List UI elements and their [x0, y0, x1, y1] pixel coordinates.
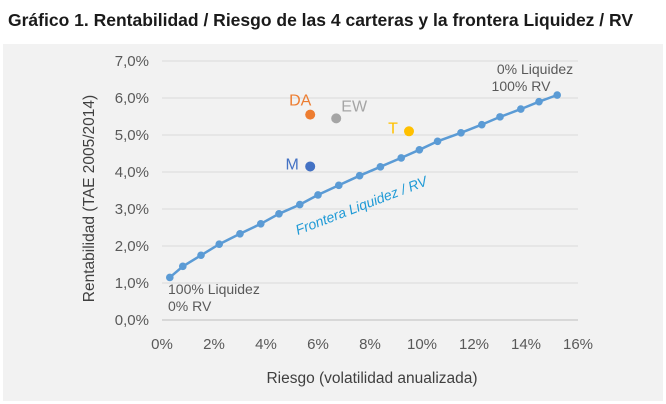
frontier-label: Frontera Liquidez / RV: [293, 172, 431, 238]
frontier-point: [433, 137, 442, 146]
frontier-point: [236, 229, 244, 238]
chart-area: [3, 44, 663, 401]
portfolio-label-m: M: [286, 156, 299, 173]
frontier-point: [197, 251, 205, 260]
frontier-point: [517, 105, 525, 113]
frontier-point: [496, 113, 504, 121]
frontier-point: [478, 120, 486, 129]
y-tick-label: 5,0%: [115, 127, 149, 144]
y-tick-label: 6,0%: [115, 90, 149, 107]
y-tick-label: 0,0%: [115, 312, 149, 329]
x-axis-label: Riesgo (volatilidad anualizada): [266, 370, 477, 387]
x-tick-label: 16%: [563, 336, 593, 353]
frontier-point: [215, 240, 223, 248]
frontier-point: [179, 262, 187, 271]
y-tick-label: 3,0%: [115, 201, 149, 218]
portfolio-point-da: [305, 109, 316, 120]
y-tick-label: 7,0%: [115, 53, 149, 70]
x-tick-label: 2%: [203, 336, 225, 353]
y-tick-label: 1,0%: [115, 275, 149, 292]
annotation-bottom-line1: 100% Liquidez: [168, 281, 260, 297]
frontier-point: [166, 273, 174, 282]
frontier-point: [355, 171, 364, 180]
frontier-line: [168, 93, 558, 279]
frontier-point: [335, 181, 343, 190]
frontier-point: [535, 97, 543, 106]
annotation-top-line1: 0% Liquidez: [497, 61, 573, 77]
x-tick-label: 0%: [151, 336, 173, 353]
x-tick-label: 12%: [459, 336, 489, 353]
frontier-point: [314, 191, 322, 199]
x-tick-label: 8%: [359, 336, 381, 353]
frontier-point: [257, 220, 265, 228]
x-tick-label: 6%: [307, 336, 329, 353]
frontier-point: [553, 91, 561, 99]
frontier-point: [275, 210, 283, 218]
frontier-point: [457, 128, 465, 137]
y-tick-label: 2,0%: [115, 238, 149, 255]
portfolio-point-ew: [331, 113, 342, 124]
y-tick-label: 4,0%: [115, 164, 149, 181]
portfolio-point-t: [404, 126, 414, 137]
portfolio-label-t: T: [388, 120, 398, 137]
annotation-bottom-line2: 0% RV: [168, 298, 212, 314]
x-tick-label: 4%: [255, 336, 277, 353]
frontier-point: [376, 163, 385, 171]
x-tick-label: 14%: [511, 336, 541, 353]
portfolio-label-ew: EW: [341, 98, 368, 115]
annotation-top-line2: 100% RV: [492, 78, 552, 94]
portfolio-label-da: DA: [289, 93, 312, 110]
portfolio-point-m: [305, 161, 316, 172]
chart-title: Gráfico 1. Rentabilidad / Riesgo de las …: [8, 10, 634, 30]
frontier-point: [397, 154, 406, 162]
x-tick-label: 10%: [407, 336, 437, 353]
frontier-point: [415, 146, 424, 154]
y-axis-label: Rentabilidad (TAE 2005/2014): [81, 95, 98, 302]
frontier-point: [296, 200, 304, 209]
